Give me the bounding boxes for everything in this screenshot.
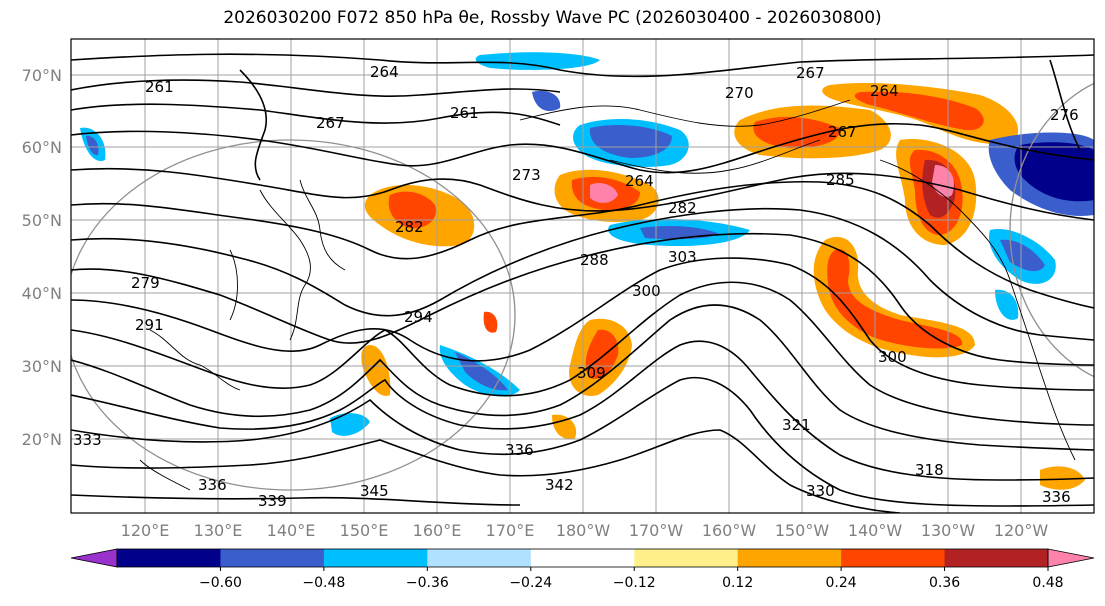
contour-labels: 261 264 267 261 270 267 264 273 267 282 …	[73, 63, 1079, 510]
lon-label: 170°W	[629, 521, 684, 540]
contour-label: 264	[625, 172, 654, 190]
colorbar-tick-label: −0.24	[509, 575, 552, 591]
contour-label: 330	[806, 482, 835, 500]
contour-label: 288	[580, 251, 609, 269]
lat-label-60n: 60°N	[22, 138, 62, 157]
contour-label: 261	[450, 104, 479, 122]
contour-label: 279	[131, 274, 160, 292]
contour-label: 276	[1050, 106, 1079, 124]
colorbar-tick-label: 0.48	[1032, 575, 1063, 591]
contour-label: 267	[796, 64, 825, 82]
contour-label: 261	[145, 78, 174, 96]
contour-label: 333	[73, 431, 102, 449]
contour-label: 267	[828, 123, 857, 141]
colorbar-tick-label: −0.60	[199, 575, 242, 591]
theta-e-contours	[71, 53, 1094, 513]
contour-label: 300	[878, 348, 907, 366]
colorbar-extend-high	[1047, 548, 1095, 568]
lon-label: 160°E	[413, 521, 462, 540]
contour-label: 345	[360, 482, 389, 500]
contour-label: 336	[1042, 488, 1071, 506]
colorbar-segment	[427, 549, 532, 567]
colorbar-segment	[634, 549, 739, 567]
colorbar-segment	[323, 549, 428, 567]
lat-label-30n: 30°N	[22, 357, 62, 376]
contour-label: 300	[632, 282, 661, 300]
latitude-labels: 70°N 60°N 50°N 40°N 30°N 20°N	[22, 66, 62, 449]
longitude-labels: 120°E 130°E 140°E 150°E 160°E 170°E 180°…	[121, 521, 1049, 540]
contour-label: 309	[577, 364, 606, 382]
coastlines	[139, 99, 1076, 491]
contour-label: 321	[782, 416, 811, 434]
colorbar: −0.60 −0.48 −0.36 −0.24 −0.12 0.12 0.24 0.36 0.4…	[70, 548, 1095, 591]
lon-label: 120°W	[994, 521, 1049, 540]
contour-label: 264	[370, 63, 399, 81]
colorbar-tick-label: 0.24	[826, 575, 857, 591]
map-title: 2026030200 F072 850 hPa θe, Rossby Wave …	[223, 8, 882, 28]
contour-label: 282	[668, 199, 697, 217]
colorbar-frame	[116, 548, 1049, 568]
colorbar-tick-label: −0.36	[406, 575, 449, 591]
lon-label: 150°W	[775, 521, 830, 540]
contour-label: 342	[545, 476, 574, 494]
lon-label: 160°W	[702, 521, 757, 540]
contour-label: 303	[668, 248, 697, 266]
lat-label-20n: 20°N	[22, 430, 62, 449]
contour-label: 285	[826, 171, 855, 189]
reference-rings	[71, 82, 1094, 491]
contour-label: 339	[258, 492, 287, 510]
lon-label: 170°E	[486, 521, 535, 540]
contour-label: 294	[404, 308, 433, 326]
colorbar-extend-low	[70, 548, 118, 568]
lon-label: 180°W	[556, 521, 611, 540]
lon-label: 120°E	[121, 521, 170, 540]
contour-label: 270	[725, 84, 754, 102]
contour-label: 282	[395, 218, 424, 236]
lon-label: 150°E	[340, 521, 389, 540]
lon-label: 130°E	[194, 521, 243, 540]
contour-label: 336	[198, 476, 227, 494]
lat-label-50n: 50°N	[22, 211, 62, 230]
colorbar-tick-label: −0.48	[302, 575, 345, 591]
contour-label: 318	[915, 461, 944, 479]
contour-label: 273	[512, 166, 541, 184]
colorbar-tick-label: 0.12	[722, 575, 753, 591]
contour-label: 267	[316, 114, 345, 132]
colorbar-segment	[220, 549, 325, 567]
lon-label: 130°W	[921, 521, 976, 540]
map-frame	[70, 38, 1095, 514]
positive-anomaly-shading	[361, 83, 1085, 490]
colorbar-segment	[841, 549, 946, 567]
colorbar-segment	[944, 549, 1049, 567]
lat-label-70n: 70°N	[22, 66, 62, 85]
colorbar-tick-label: 0.36	[929, 575, 960, 591]
colorbar-tick-label: −0.12	[613, 575, 656, 591]
lat-label-40n: 40°N	[22, 284, 62, 303]
contour-label: 336	[505, 441, 534, 459]
lon-label: 140°W	[848, 521, 903, 540]
colorbar-segment	[117, 549, 221, 567]
contour-label: 291	[135, 316, 164, 334]
lon-label: 140°E	[267, 521, 316, 540]
colorbar-segment	[737, 549, 842, 567]
colorbar-segment	[530, 549, 635, 567]
map-panel: 261 264 267 261 270 267 264 273 267 282 …	[71, 39, 1094, 513]
contour-label: 264	[870, 82, 899, 100]
